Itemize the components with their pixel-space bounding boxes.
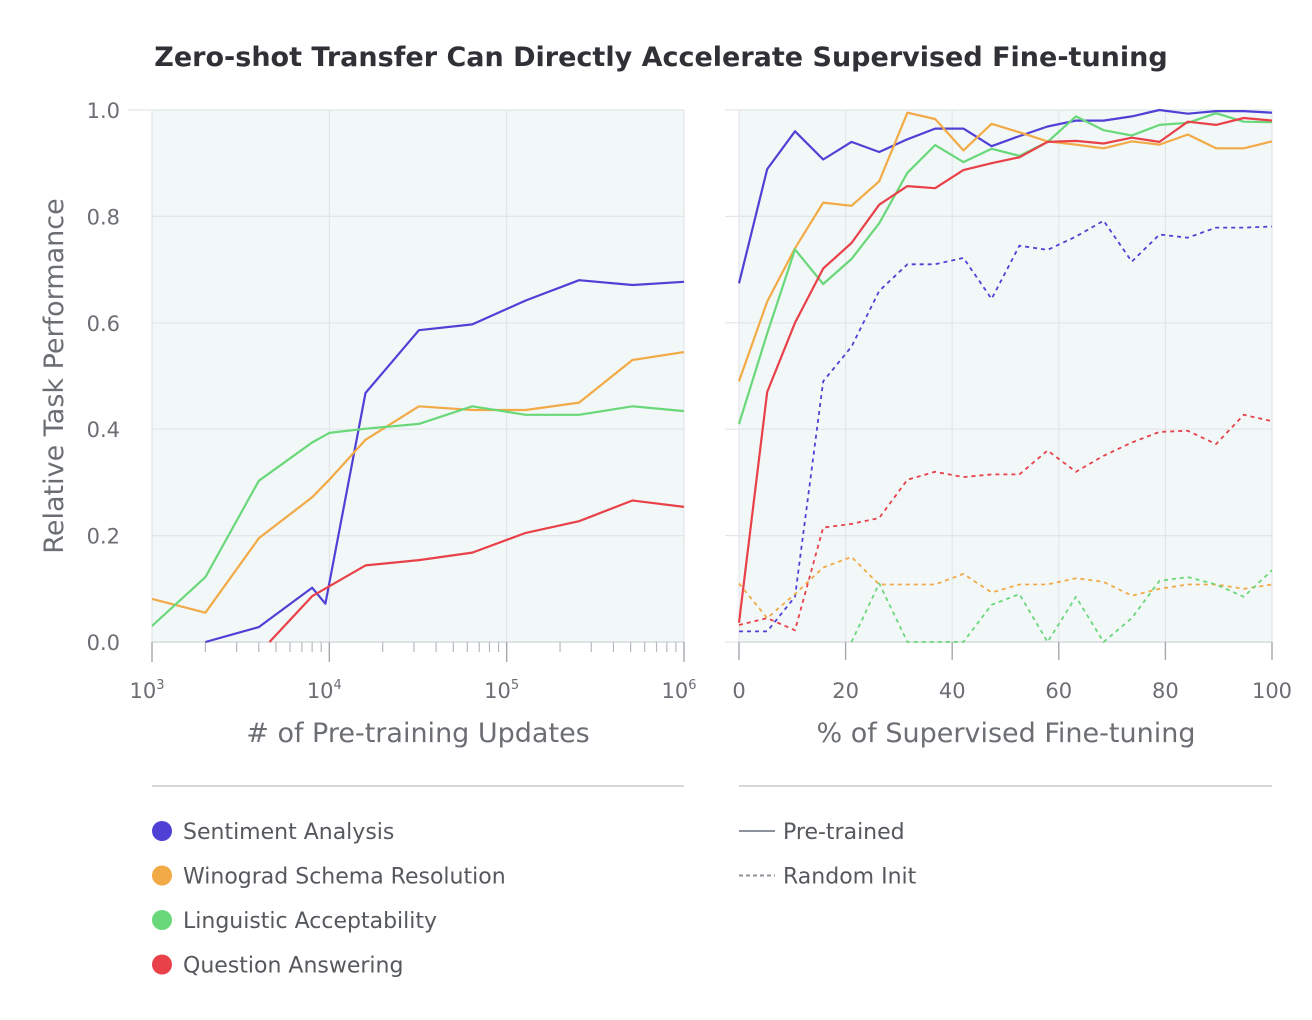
right-series-winograd-solid	[737, 111, 1273, 382]
legend-marker	[152, 865, 172, 886]
legend-label: Linguistic Acceptability	[183, 909, 437, 934]
right-series-qa-solid	[737, 116, 1273, 623]
x-tick-exponent: 4	[334, 678, 342, 693]
x-tick-label: 60	[1045, 679, 1072, 703]
legend: Sentiment Analysis Winograd Schema Resolu…	[152, 820, 917, 979]
x-tick-exponent: 6	[688, 678, 696, 693]
left-panel: 103 104 105 106 0.0 0.2 0.4 0.6 0.8 1.0 # of Pre…	[39, 99, 697, 749]
x-tick-exponent: 5	[511, 678, 519, 693]
x-tick-label: 0	[732, 679, 745, 703]
x-tick-label: 104	[307, 678, 342, 703]
x-tick-label: 40	[939, 679, 966, 703]
left-grid	[151, 109, 685, 643]
right-panel-background	[739, 110, 1272, 642]
x-tick-label: 100	[1252, 679, 1292, 703]
y-tick-label: 0.2	[87, 525, 120, 549]
right-series-sentiment-dashed	[739, 219, 1273, 633]
right-x-axis-label: % of Supervised Fine-tuning	[817, 718, 1196, 749]
right-series-sentiment-solid	[737, 108, 1273, 284]
x-tick-label: 80	[1152, 679, 1179, 703]
left-panel-background	[152, 110, 684, 642]
y-tick-label: 0.4	[87, 418, 120, 442]
x-tick-label: 106	[661, 678, 696, 703]
left-series-group	[151, 279, 685, 644]
left-series-sentiment-solid	[205, 279, 685, 644]
legend-label: Question Answering	[183, 954, 403, 979]
right-panel: 0 20 40 60 80 100 % of Supervised Fine-tuning	[725, 108, 1292, 749]
left-y-axis: 0.0 0.2 0.4 0.6 0.8 1.0	[87, 99, 152, 655]
legend-label: Sentiment Analysis	[183, 820, 394, 845]
y-tick-label: 0.6	[87, 312, 120, 336]
legend-label: Pre-trained	[783, 820, 905, 845]
legend-label: Winograd Schema Resolution	[183, 865, 506, 890]
x-tick-label: 20	[832, 679, 859, 703]
right-series-linguistic-solid	[737, 112, 1273, 425]
legend-marker	[152, 954, 172, 975]
left-x-axis-label: # of Pre-training Updates	[246, 718, 590, 749]
x-tick-label: 103	[129, 678, 164, 703]
legend-marker	[152, 910, 172, 930]
legend-label: Random Init	[783, 865, 917, 890]
right-series-qa-dashed	[738, 413, 1273, 632]
y-tick-label: 1.0	[87, 99, 120, 123]
left-x-axis: 103 104 105 106	[129, 641, 697, 703]
right-series-group	[737, 108, 1273, 643]
y-tick-label: 0.0	[87, 631, 120, 655]
y-axis-label: Relative Task Performance	[39, 198, 70, 553]
left-series-qa-solid	[268, 499, 685, 643]
left-series-linguistic-solid	[151, 405, 685, 627]
x-tick-label: 105	[484, 678, 519, 703]
legend-marker	[152, 821, 172, 841]
chart-title: Zero-shot Transfer Can Directly Accelera…	[154, 42, 1167, 73]
right-x-axis: 0 20 40 60 80 100	[732, 641, 1292, 703]
y-tick-label: 0.8	[87, 205, 120, 229]
right-series-linguistic-dashed	[850, 569, 1273, 643]
x-tick-exponent: 3	[156, 678, 164, 693]
left-series-winograd-solid	[151, 351, 685, 614]
right-series-winograd-dashed	[738, 556, 1273, 619]
